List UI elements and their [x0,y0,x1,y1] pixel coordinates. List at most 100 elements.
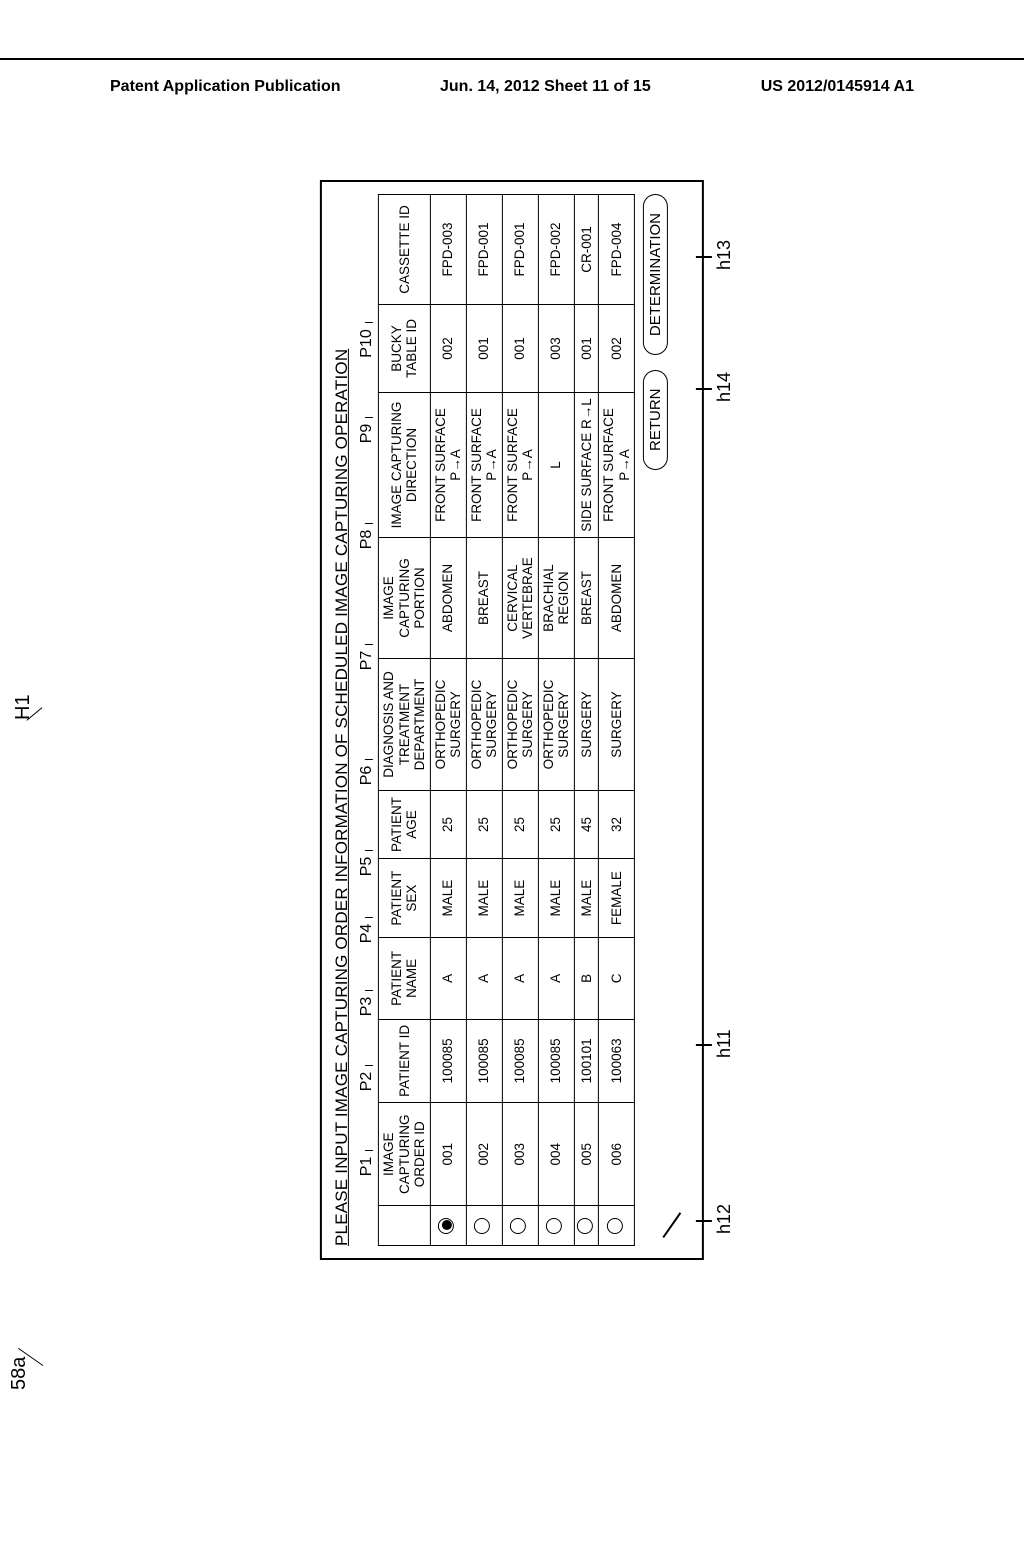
cell: MALE [538,859,574,938]
cell: 002 [466,1103,502,1206]
cell: 001 [430,1103,466,1206]
row-radio-cell[interactable] [466,1206,502,1246]
cell: C [599,938,635,1019]
bottom-leaders: h12 h11 h14 h13 [702,182,740,1258]
cell: 100085 [538,1019,574,1103]
ref-p6: P6 [358,712,376,832]
ref-h12: h12 [714,1204,735,1234]
row-radio[interactable] [474,1218,490,1234]
cell: BRACHIAL REGION [538,538,574,659]
figure-label: FIG. 12 [0,1446,7,1560]
cell: 100063 [599,1019,635,1103]
instruction-text: PLEASE INPUT IMAGE CAPTURING ORDER INFOR… [332,194,352,1246]
row-radio[interactable] [546,1218,562,1234]
cell: FPD-002 [538,195,574,305]
cell: FRONT SURFACE P→A [466,392,502,537]
hdr-patient-age: PATIENT AGE [378,790,430,858]
cell: 001 [502,305,538,393]
ref-h14: h14 [714,372,735,402]
hdr-department: DIAGNOSIS AND TREATMENT DEPARTMENT [378,659,430,791]
cell: FPD-001 [466,195,502,305]
cell: FPD-003 [430,195,466,305]
ref-p4: P4 [358,894,376,966]
cell: MALE [466,859,502,938]
cell: 003 [538,305,574,393]
cell: 002 [599,305,635,393]
hdr-select [378,1206,430,1246]
cell: ORTHOPEDIC SURGERY [502,659,538,791]
cell: BREAST [466,538,502,659]
ref-h11: h11 [714,1029,735,1058]
cell: 004 [538,1103,574,1206]
ref-p8: P8 [358,470,376,602]
cell: 100085 [430,1019,466,1103]
cell: CERVICAL VERTEBRAE [502,538,538,659]
row-radio-cell[interactable] [574,1206,599,1246]
cell: 002 [430,305,466,393]
ref-58a: 58a [8,1357,31,1390]
row-radio-cell[interactable] [538,1206,574,1246]
table-row: 004100085AMALE25ORTHOPEDIC SURGERYBRACHI… [538,195,574,1246]
row-radio-cell[interactable] [599,1206,635,1246]
hdr-patient-name: PATIENT NAME [378,938,430,1019]
ref-p3: P3 [358,966,376,1040]
row-radio-cell[interactable] [430,1206,466,1246]
hdr-patient-id: PATIENT ID [378,1019,430,1103]
cell: ORTHOPEDIC SURGERY [430,659,466,791]
ref-p1: P1 [358,1116,376,1210]
row-radio[interactable] [510,1218,526,1234]
ref-h13: h13 [714,240,735,270]
cell: 25 [430,790,466,858]
row-radio[interactable] [438,1218,454,1234]
row-radio[interactable] [607,1218,623,1234]
hdr-patient-sex: PATIENT SEX [378,859,430,938]
cell: FRONT SURFACE P→A [430,392,466,537]
cell: SURGERY [599,659,635,791]
table-row: 005100101BMALE45SURGERYBREASTSIDE SURFAC… [574,195,599,1246]
figure-stage: FIG. 12 58a H1 PLEASE INPUT IMAGE CAPTUR… [320,180,704,1260]
cell: A [538,938,574,1019]
date-sheet-label: Jun. 14, 2012 Sheet 11 of 15 [440,78,651,96]
hdr-direction: IMAGE CAPTURING DIRECTION [378,392,430,537]
publication-label: Patent Application Publication [110,78,341,96]
cell: 100085 [502,1019,538,1103]
ref-p7: P7 [358,602,376,712]
column-ref-row: P1 P2 P3 P4 P5 P6 P7 P8 P9 P10 [358,194,376,1246]
cell: ORTHOPEDIC SURGERY [466,659,502,791]
order-panel: PLEASE INPUT IMAGE CAPTURING ORDER INFOR… [320,180,704,1260]
table-row: 006100063CFEMALE32SURGERYABDOMENFRONT SU… [599,195,635,1246]
cell: 100101 [574,1019,599,1103]
cell: 006 [599,1103,635,1206]
determination-button[interactable]: DETERMINATION [643,194,668,355]
hdr-bucky-id: BUCKY TABLE ID [378,305,430,393]
cell: 25 [502,790,538,858]
cell: 45 [574,790,599,858]
cell: ABDOMEN [599,538,635,659]
hdr-portion: IMAGE CAPTURING PORTION [378,538,430,659]
cell: A [502,938,538,1019]
cell: BREAST [574,538,599,659]
cell: FPD-004 [599,195,635,305]
cell: ABDOMEN [430,538,466,659]
row-radio-cell[interactable] [502,1206,538,1246]
cell: 001 [466,305,502,393]
cell: FEMALE [599,859,635,938]
return-button[interactable]: RETURN [643,370,668,471]
cell: ORTHOPEDIC SURGERY [538,659,574,791]
cell: FRONT SURFACE P→A [599,392,635,537]
cell: CR-001 [574,195,599,305]
hdr-order-id: IMAGE CAPTURING ORDER ID [378,1103,430,1206]
hdr-cassette-id: CASSETTE ID [378,195,430,305]
order-table: IMAGE CAPTURING ORDER ID PATIENT ID PATI… [378,194,635,1246]
cell: 005 [574,1103,599,1206]
ref-p10: P10 [358,290,376,390]
table-row: 001100085AMALE25ORTHOPEDIC SURGERYABDOME… [430,195,466,1246]
cell: L [538,392,574,537]
row-radio[interactable] [577,1218,593,1234]
cell: A [466,938,502,1019]
table-row: 002100085AMALE25ORTHOPEDIC SURGERYBREAST… [466,195,502,1246]
cell: 25 [466,790,502,858]
ref-p9: P9 [358,390,376,470]
button-row: RETURN DETERMINATION [643,194,668,1246]
cell: A [430,938,466,1019]
